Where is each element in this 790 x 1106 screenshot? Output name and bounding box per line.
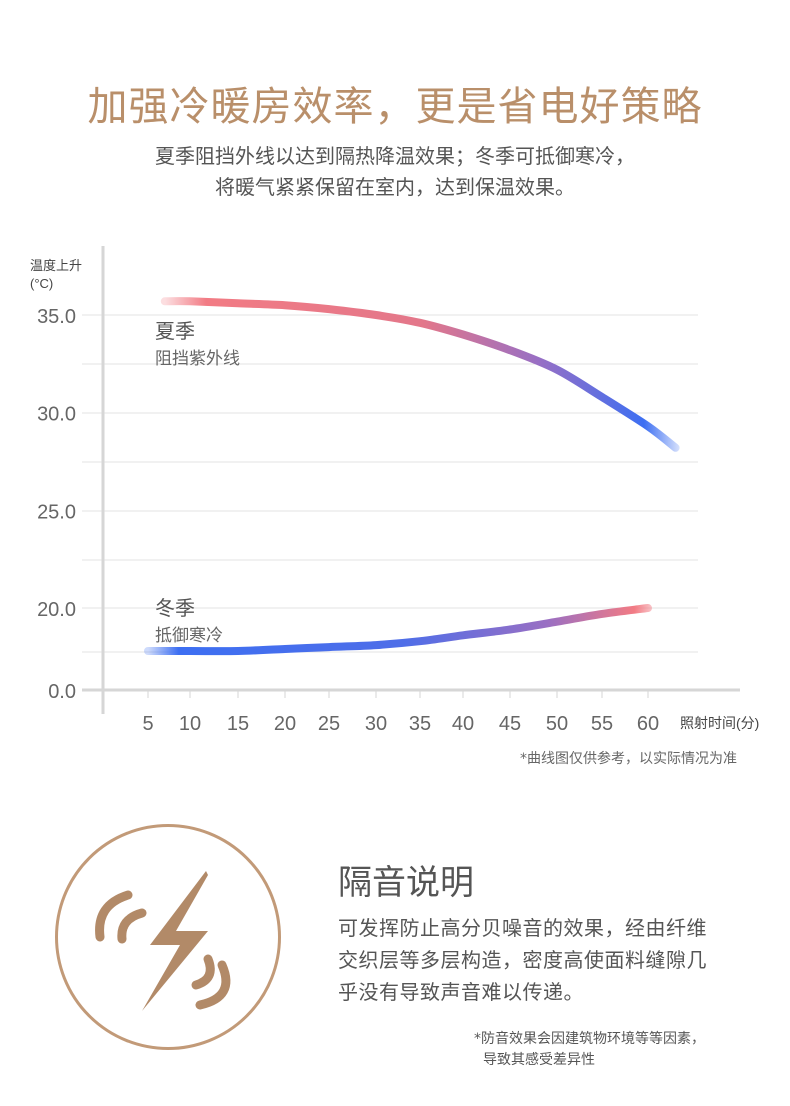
sound-desc-line-2: 交织层等多层构造，密度高使面料缝隙几	[338, 948, 707, 972]
sound-note-line-2: 导致其感受差异性	[483, 1052, 595, 1068]
y-tick-label: 20.0	[37, 599, 76, 621]
summer-series-sublabel: 阻挡紫外线	[155, 349, 240, 368]
chart-footnote: *曲线图仅供参考，以实际情况为准	[520, 751, 737, 767]
sound-desc-line-1: 可发挥防止高分贝噪音的效果，经由纤维	[338, 916, 707, 940]
x-tick-label: 40	[452, 713, 474, 735]
winter-series-name: 冬季	[155, 597, 195, 620]
x-tick-label: 55	[591, 713, 613, 735]
y-axis-unit: (°C)	[30, 276, 53, 291]
x-tick-label: 30	[365, 713, 387, 735]
x-tick-label: 10	[179, 713, 201, 735]
y-tick-label: 35.0	[37, 306, 76, 328]
summer-series-line	[160, 297, 680, 452]
page-title: 加强冷暖房效率，更是省电好策略	[87, 84, 703, 130]
description-line-1: 夏季阻挡外线以达到隔热降温效果；冬季可抵御寒冷，	[155, 144, 635, 168]
x-tick-label: 20	[274, 713, 296, 735]
description-line-2: 将暖气紧紧保留在室内，达到保温效果。	[215, 175, 575, 199]
sound-lightning-icon	[95, 871, 231, 1011]
x-tick-label: 15	[227, 713, 249, 735]
y-axis-label: 温度上升	[30, 258, 82, 273]
sound-desc-line-3: 乎没有导致声音难以传递。	[338, 980, 584, 1004]
x-tick-label: 25	[318, 713, 340, 735]
temperature-chart: 温度上升 (°C) 35.0 30.0 25.0 20.0 0.0 5 10 15 20 25 30 35…	[30, 246, 759, 735]
y-tick-label: 25.0	[37, 501, 76, 523]
x-tick-label: 50	[546, 713, 568, 735]
lightning-bolt	[142, 871, 208, 1011]
sound-wave-right-outer	[195, 960, 231, 1010]
sound-section-title: 隔音说明	[338, 863, 474, 903]
winter-series-line	[144, 604, 652, 656]
summer-series-name: 夏季	[155, 320, 195, 343]
sound-wave-left-outer	[95, 890, 133, 942]
sound-note-line-1: *防音效果会因建筑物环境等等因素，	[474, 1031, 705, 1047]
x-axis-label: 照射时间(分)	[680, 715, 759, 731]
sound-wave-right-inner	[191, 954, 215, 990]
y-tick-label: 30.0	[37, 404, 76, 426]
winter-series-sublabel: 抵御寒冷	[155, 626, 223, 645]
x-tick-label: 45	[499, 713, 521, 735]
x-tick-label: 5	[142, 713, 153, 735]
x-tick-label: 35	[409, 713, 431, 735]
y-tick-label: 0.0	[48, 681, 76, 703]
x-tick-label: 60	[637, 713, 659, 735]
sound-wave-left-inner	[117, 908, 147, 944]
sound-icon-circle	[55, 824, 281, 1050]
